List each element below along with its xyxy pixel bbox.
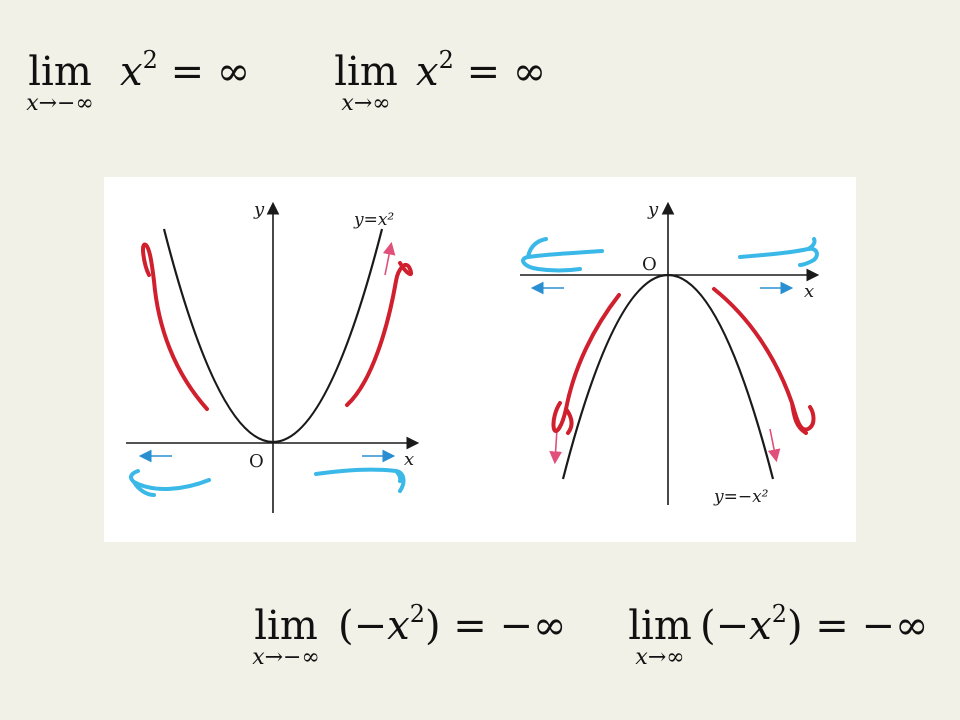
graph-left: y x O y=x² xyxy=(126,199,420,513)
right-red-arrow-left xyxy=(551,293,621,435)
right-small-arrow-down-left xyxy=(549,428,562,465)
right-y-label: y xyxy=(647,199,659,220)
lim-subscript: x→−∞ xyxy=(26,91,94,116)
left-origin-label: O xyxy=(249,451,264,472)
left-red-arrow-right xyxy=(345,261,413,407)
equation-expression: (−x2) = −∞ xyxy=(700,600,929,649)
right-small-arrow-down-right xyxy=(767,428,781,463)
equation-top-right: lim x→∞ x2 = ∞ xyxy=(326,46,566,132)
left-red-arrow-left xyxy=(140,242,209,411)
right-curve-label: y=−x² xyxy=(713,487,769,507)
right-x-label: x xyxy=(804,281,814,302)
equation-expression: x2 = ∞ xyxy=(416,46,547,95)
equation-bottom-right: lim x→∞ (−x2) = −∞ xyxy=(620,600,955,686)
left-y-label: y xyxy=(253,199,265,220)
equation-top-left: lim x→−∞ x2 = ∞ xyxy=(10,46,270,132)
left-curve-label: y=x² xyxy=(353,210,394,230)
right-blue-arrow-right xyxy=(738,237,819,267)
lim-subscript: x→∞ xyxy=(635,645,685,670)
right-red-arrow-right xyxy=(712,287,816,435)
left-x-label: x xyxy=(404,449,414,470)
lim-subscript: x→∞ xyxy=(341,91,391,116)
graph-right: y x O y=−x² xyxy=(520,199,820,507)
left-blue-arrow-right xyxy=(314,467,406,493)
right-origin-label: O xyxy=(642,254,657,275)
lim-operator: lim x→−∞ xyxy=(10,52,110,116)
lim-operator: lim x→∞ xyxy=(326,52,406,116)
lim-operator: lim x→∞ xyxy=(620,606,700,670)
lim-word: lim xyxy=(628,603,692,649)
equation-bottom-left: lim x→−∞ (−x2) = −∞ xyxy=(236,600,586,686)
equation-expression: x2 = ∞ xyxy=(120,46,251,95)
graphs-panel: y x O y=x² y x O y=−x² xyxy=(104,177,856,542)
right-blue-arrow-left xyxy=(521,237,604,273)
lim-word: lim xyxy=(334,49,398,95)
left-parabola-curve xyxy=(162,228,384,444)
equation-expression: (−x2) = −∞ xyxy=(338,600,567,649)
lim-word: lim xyxy=(28,49,92,95)
left-blue-arrow-left xyxy=(129,469,211,497)
lim-word: lim xyxy=(254,603,318,649)
left-small-arrow-up xyxy=(382,241,396,276)
right-parabola-curve xyxy=(561,273,775,480)
graphs-svg: y x O y=x² y x O y=−x² xyxy=(126,199,820,513)
lim-subscript: x→−∞ xyxy=(252,645,320,670)
lim-operator: lim x→−∞ xyxy=(236,606,336,670)
